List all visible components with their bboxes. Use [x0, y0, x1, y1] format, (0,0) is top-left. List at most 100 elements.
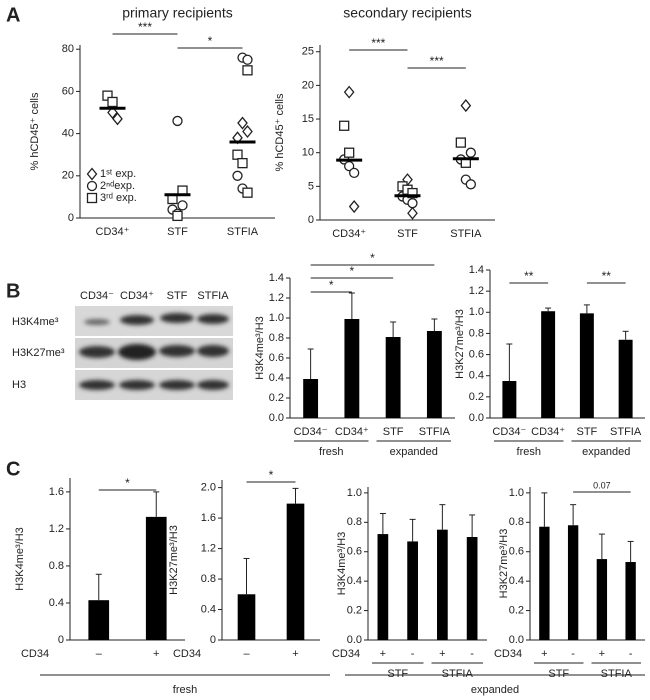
x-tick-label: -	[470, 648, 474, 660]
bar	[286, 503, 305, 640]
y-tick-label: 0.8	[469, 327, 484, 339]
y-tick-label: 0	[210, 634, 216, 646]
x-tick-label: CD34⁻	[294, 426, 328, 438]
x-tick-label: STFIA	[450, 228, 482, 240]
group-label: STF	[387, 668, 408, 680]
y-tick-label: 0.2	[469, 391, 484, 403]
y-tick-label: 15	[302, 113, 314, 125]
bar	[539, 526, 550, 640]
point	[177, 200, 188, 211]
chart: H3K4me³/H3 0.0 0.2 0.4 0.6 0.8 1.0 1.2 1.4 CD34⁻ C…	[254, 251, 455, 458]
point	[460, 99, 472, 113]
point	[343, 85, 355, 99]
point	[242, 124, 253, 139]
error-bar	[307, 348, 314, 379]
y-tick-label: 1.2	[469, 285, 484, 297]
significance-label: *	[350, 264, 355, 278]
chart: H3K27me³/H3 0.0 0.2 0.4 0.6 0.8 1.0 + - + - CD34 STF…	[494, 480, 645, 680]
bar	[145, 516, 167, 640]
significance-label: 0.07	[593, 480, 611, 490]
y-tick-label: 0.2	[347, 604, 362, 616]
y-tick-label: 0.0	[347, 634, 362, 646]
y-tick-label: 80	[62, 43, 74, 55]
row-label: H3K27me³	[12, 347, 65, 359]
y-tick-label: 1.0	[509, 487, 524, 499]
y-axis-title: % hCD45⁺ cells	[274, 93, 286, 171]
y-tick-label: 1.6	[201, 512, 216, 524]
bar	[426, 331, 442, 418]
y-tick-label: 40	[62, 128, 74, 140]
group-label: STFIA	[442, 668, 474, 680]
error-bar	[409, 518, 416, 542]
point	[339, 120, 350, 131]
y-tick-label: 0.6	[509, 546, 524, 558]
y-axis-title: H3K4me³/H3	[14, 527, 26, 591]
group-label: fresh	[517, 446, 541, 458]
point	[407, 187, 418, 199]
y-tick-label: 0.0	[509, 634, 524, 646]
y-tick-label: 0	[308, 214, 314, 226]
significance-label: *	[329, 278, 334, 292]
x-axis-title: CD34	[494, 648, 522, 660]
point	[349, 167, 360, 179]
group-label: fresh	[319, 446, 343, 458]
x-tick-label: –	[243, 648, 250, 660]
point	[407, 198, 418, 209]
point	[172, 210, 183, 222]
error-bar	[292, 487, 299, 504]
significance-label: ***	[371, 36, 385, 50]
y-tick-label: 0.8	[49, 560, 64, 572]
x-tick-label: -	[629, 648, 633, 660]
point	[237, 116, 248, 130]
y-tick-label: 10	[302, 147, 314, 159]
y-tick-label: 5	[308, 180, 314, 192]
x-tick-label: -	[571, 648, 575, 660]
y-tick-label: 1.6	[49, 486, 64, 498]
x-axis-title: CD34	[21, 648, 49, 660]
bar	[567, 525, 579, 640]
bar	[618, 339, 633, 418]
y-axis-title: H3K27me³/H3	[454, 309, 466, 379]
significance-label: *	[208, 34, 213, 48]
x-tick-label: +	[153, 648, 159, 660]
point	[242, 65, 253, 76]
y-tick-label: 1.2	[49, 523, 64, 535]
y-tick-label: 0.4	[269, 372, 284, 384]
error-bar	[379, 512, 386, 535]
error-bar	[431, 318, 438, 331]
x-tick-label: +	[439, 648, 445, 660]
bar	[579, 313, 594, 418]
x-tick-label: STF	[576, 426, 597, 438]
chart: H3K27me³/H3 0.0 0.2 0.4 0.6 0.8 1.0 1.2 1.4 CD34⁻…	[454, 264, 645, 458]
bar	[466, 537, 478, 640]
bar	[407, 541, 418, 640]
chart: primary recipients % hCD45⁺ cells 0 20 40 60 8…	[29, 5, 275, 238]
x-tick-label: CD34⁻	[492, 426, 526, 438]
significance-label: **	[524, 269, 534, 283]
y-tick-label: 2.0	[201, 482, 216, 494]
x-tick-label: STFIA	[610, 426, 642, 438]
lane-label: STFIA	[197, 290, 229, 302]
bar	[437, 529, 448, 640]
y-tick-label: 20	[62, 170, 74, 182]
y-tick-label: 0	[58, 634, 64, 646]
panel-label: C	[6, 458, 20, 480]
y-tick-label: 0.2	[269, 392, 284, 404]
bar	[344, 319, 360, 418]
point	[455, 137, 466, 148]
y-tick-label: 0.8	[201, 573, 216, 585]
group-label: STF	[548, 668, 569, 680]
y-tick-label: 0.4	[509, 575, 524, 587]
bar	[541, 311, 556, 418]
error-bar	[506, 343, 513, 381]
x-tick-label: -	[411, 648, 415, 660]
point	[344, 161, 355, 172]
y-axis-title: H3K27me³/H3	[168, 525, 180, 595]
y-tick-label: 1.4	[269, 272, 284, 284]
chart: H3K4me³/H3 0 0.4 0.8 1.2 1.6 – + CD34 *	[14, 476, 185, 660]
point	[232, 149, 243, 160]
error-bar	[598, 533, 605, 560]
row-label: H3	[12, 379, 26, 391]
significance-label: ***	[138, 20, 152, 34]
lane-label: CD34⁻	[80, 290, 114, 302]
